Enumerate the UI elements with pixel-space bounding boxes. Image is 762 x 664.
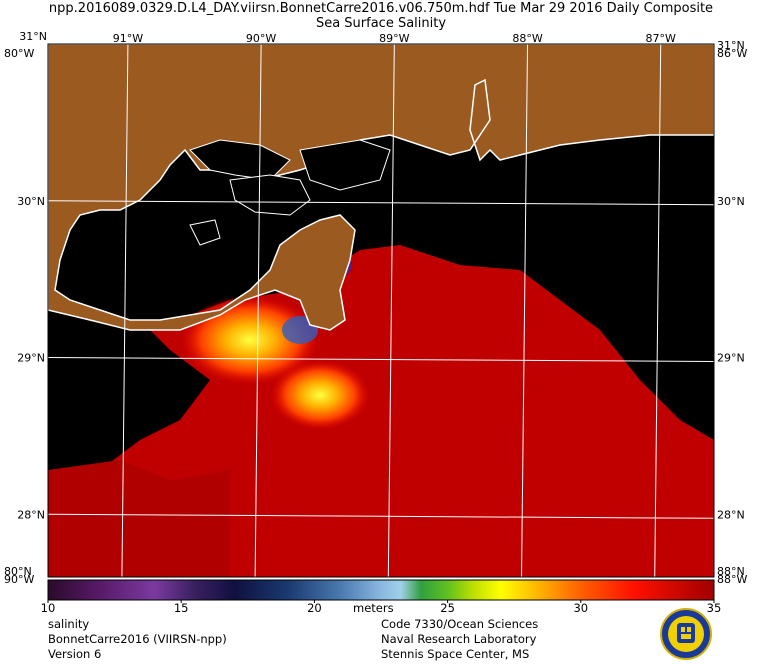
colorbar xyxy=(47,579,715,601)
latitude-label-left: 29°N xyxy=(17,352,45,365)
colorbar-tick-label: 15 xyxy=(173,601,189,615)
parallel-line xyxy=(48,357,714,363)
version: Version 6 xyxy=(48,647,102,661)
latitude-label-right: 29°N xyxy=(717,352,745,365)
high-salinity-region-west xyxy=(48,460,230,577)
parallel-line xyxy=(48,200,714,206)
colorbar-tick-label: 10 xyxy=(40,601,56,615)
colorbar-tick-label: 30 xyxy=(573,601,589,615)
land-mass xyxy=(48,44,714,331)
corner-label-top-right-lon: 86°W xyxy=(717,47,747,60)
meridian-line xyxy=(521,44,529,577)
longitude-label: 91°W xyxy=(113,32,143,45)
latitude-label-left: 28°N xyxy=(17,508,45,521)
marsh-area xyxy=(189,139,291,181)
footer-right: Code 7330/Ocean Sciences Naval Research … xyxy=(381,617,538,662)
region-sensor: BonnetCarre2016 (VIIRSN-npp) xyxy=(48,632,227,646)
corner-label-top-left-lon: 80°W xyxy=(4,47,34,60)
graticule xyxy=(48,44,714,577)
longitude-label: 90°W xyxy=(246,32,276,45)
meridian-line xyxy=(654,44,662,577)
longitude-labels: 91°W 90°W 89°W 88°W 87°W xyxy=(113,32,676,45)
longitude-label: 88°W xyxy=(512,32,542,45)
river-plume-south xyxy=(270,360,370,430)
colorbar-tick-label: 25 xyxy=(440,601,455,615)
corner-label-top-right-lat: 31°N xyxy=(717,39,745,52)
corner-label-top-left-lat: 31°N xyxy=(19,30,47,43)
meridian-line xyxy=(121,44,129,577)
latitude-label-right: 28°N xyxy=(717,508,745,521)
colorbar-tick-marks xyxy=(47,600,715,603)
latitude-labels: 30°N 30°N 29°N 29°N 28°N 28°N xyxy=(17,195,744,522)
longitude-label: 87°W xyxy=(646,32,676,45)
product-name: salinity xyxy=(48,617,90,631)
longitude-label: 89°W xyxy=(379,32,409,45)
meridian-line xyxy=(254,44,262,577)
marsh-area-east xyxy=(299,139,391,191)
meridian-line xyxy=(387,44,395,577)
org-code: Code 7330/Ocean Sciences xyxy=(381,617,539,631)
latitude-label-right: 30°N xyxy=(717,195,745,208)
org-name: Naval Research Laboratory xyxy=(381,632,537,646)
corner-label-bottom-right-lon: 88°W xyxy=(717,573,747,586)
map-panel xyxy=(48,44,714,577)
parallel-line xyxy=(48,513,714,519)
org-location: Stennis Space Center, MS xyxy=(381,647,530,661)
latitude-label-left: 30°N xyxy=(17,195,45,208)
image-title: npp.2016089.0329.D.L4_DAY.viirsn.BonnetC… xyxy=(48,1,714,16)
footer-left: salinity BonnetCarre2016 (VIIRSN-npp) Ve… xyxy=(48,617,227,662)
corner-label-bottom-left-lat: 80°N xyxy=(4,565,32,578)
map-frame xyxy=(47,43,715,578)
colorbar-tick-label: 35 xyxy=(706,601,722,615)
corner-label-bottom-left-lon: 90°W xyxy=(4,573,34,586)
colorbar-unit: meters xyxy=(353,601,394,615)
lake-area xyxy=(189,219,221,246)
nrl-seal-icon xyxy=(660,608,712,660)
image-subtitle: Sea Surface Salinity xyxy=(315,16,447,31)
corner-label-bottom-right-lat: 88°N xyxy=(717,565,745,578)
colorbar-tick-label: 20 xyxy=(307,601,322,615)
